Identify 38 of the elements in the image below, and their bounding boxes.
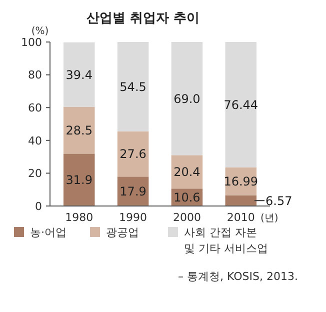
bar xyxy=(171,42,203,156)
bar xyxy=(63,106,95,154)
bar xyxy=(225,195,257,206)
bar xyxy=(225,42,257,168)
bar xyxy=(63,42,95,107)
data-label: 39.4 xyxy=(66,68,92,82)
legend-label: 광공업 xyxy=(106,226,139,239)
legend-label: 사회 간접 자본 및 기타 서비스업 xyxy=(184,226,268,255)
x-tick-label: 2000 xyxy=(172,211,201,224)
y-tick-label: 0 xyxy=(35,200,42,213)
y-tick-label: 60 xyxy=(28,101,42,114)
bar xyxy=(171,155,203,189)
x-tick-label: 2010 xyxy=(226,211,255,224)
y-tick-label: 20 xyxy=(28,167,42,180)
legend-label: 농·어업 xyxy=(30,226,66,239)
x-axis-title: (년) xyxy=(260,213,278,224)
data-label: 6.57 xyxy=(266,194,292,208)
y-tick-label: 40 xyxy=(28,134,42,148)
data-label: 16.99 xyxy=(224,174,258,188)
x-tick-label: 1980 xyxy=(65,211,94,224)
data-label: 76.44 xyxy=(224,98,258,112)
y-axis-title: (%) xyxy=(31,26,49,37)
text: – 통계청, KOSIS, 2013. xyxy=(178,270,298,283)
bar xyxy=(117,42,149,132)
data-label: 54.5 xyxy=(120,80,146,94)
data-label: 28.5 xyxy=(66,124,92,138)
data-label: 10.6 xyxy=(174,190,200,205)
data-label: 17.9 xyxy=(120,184,146,199)
bar xyxy=(117,131,149,177)
data-label: 31.9 xyxy=(66,173,92,188)
data-label: 69.0 xyxy=(174,92,200,106)
y-tick-label: 100 xyxy=(21,36,42,49)
bar xyxy=(63,154,95,206)
data-label: 20.4 xyxy=(174,165,200,180)
y-tick-label: 80 xyxy=(28,68,42,82)
x-tick-label: 1990 xyxy=(119,211,148,224)
data-label: 27.6 xyxy=(120,147,146,162)
chart-title: 산업별 취업자 추이 xyxy=(86,11,200,26)
